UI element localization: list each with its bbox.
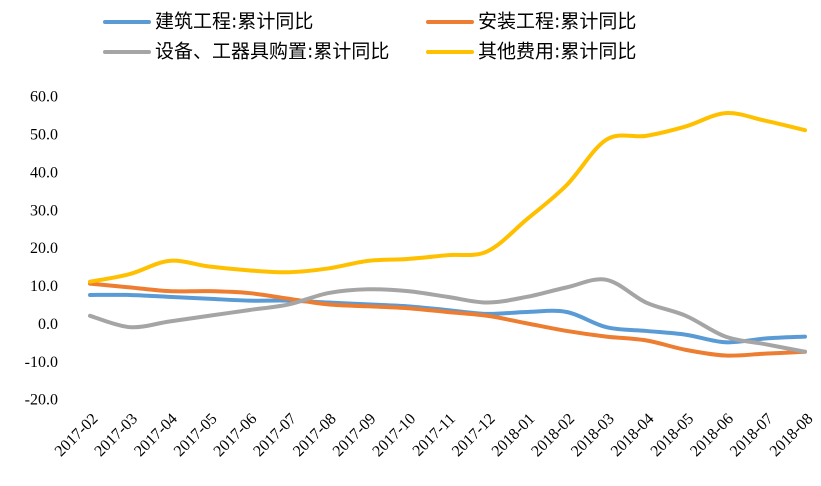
x-tick-label: 2018-06	[687, 410, 737, 460]
y-tick-label: 0.0	[38, 316, 58, 333]
series-line	[88, 111, 807, 284]
x-tick-label: 2018-07	[727, 410, 777, 460]
x-tick-label: 2017-12	[449, 410, 499, 460]
y-tick-label: -10.0	[25, 354, 58, 371]
y-tick-label: 10.0	[30, 278, 58, 295]
x-tick-label: 2017-07	[250, 410, 300, 460]
x-tick-label: 2017-03	[91, 410, 141, 460]
x-tick-label: 2017-11	[410, 410, 459, 459]
y-tick-label: 30.0	[30, 202, 58, 219]
legend-label: 设备、工器具购置:累计同比	[155, 41, 389, 63]
x-tick-label: 2018-01	[489, 410, 539, 460]
x-tick-label: 2017-10	[369, 410, 419, 460]
x-tick-label: 2018-08	[767, 410, 817, 460]
y-tick-label: -20.0	[25, 392, 58, 409]
x-tick-label: 2017-06	[211, 410, 261, 460]
x-tick-label: 2017-09	[330, 410, 380, 460]
series-line	[88, 281, 807, 358]
y-tick-label: 40.0	[30, 164, 58, 181]
x-tick-label: 2017-02	[52, 410, 102, 460]
x-tick-label: 2017-04	[131, 410, 181, 460]
x-tick-label: 2017-05	[171, 410, 221, 460]
legend-label: 建筑工程:累计同比	[155, 11, 313, 33]
x-tick-label: 2018-03	[568, 410, 618, 460]
y-tick-label: 60.0	[30, 89, 58, 106]
x-tick-label: 2017-08	[290, 410, 340, 460]
y-tick-label: 20.0	[30, 240, 58, 257]
x-tick-label: 2018-05	[648, 410, 698, 460]
x-tick-label: 2018-04	[608, 410, 658, 460]
legend-label: 其他费用:累计同比	[478, 41, 636, 63]
series-line	[88, 277, 807, 354]
legend-label: 安装工程:累计同比	[478, 11, 636, 33]
x-tick-label: 2018-02	[528, 410, 578, 460]
y-tick-label: 50.0	[30, 127, 58, 144]
